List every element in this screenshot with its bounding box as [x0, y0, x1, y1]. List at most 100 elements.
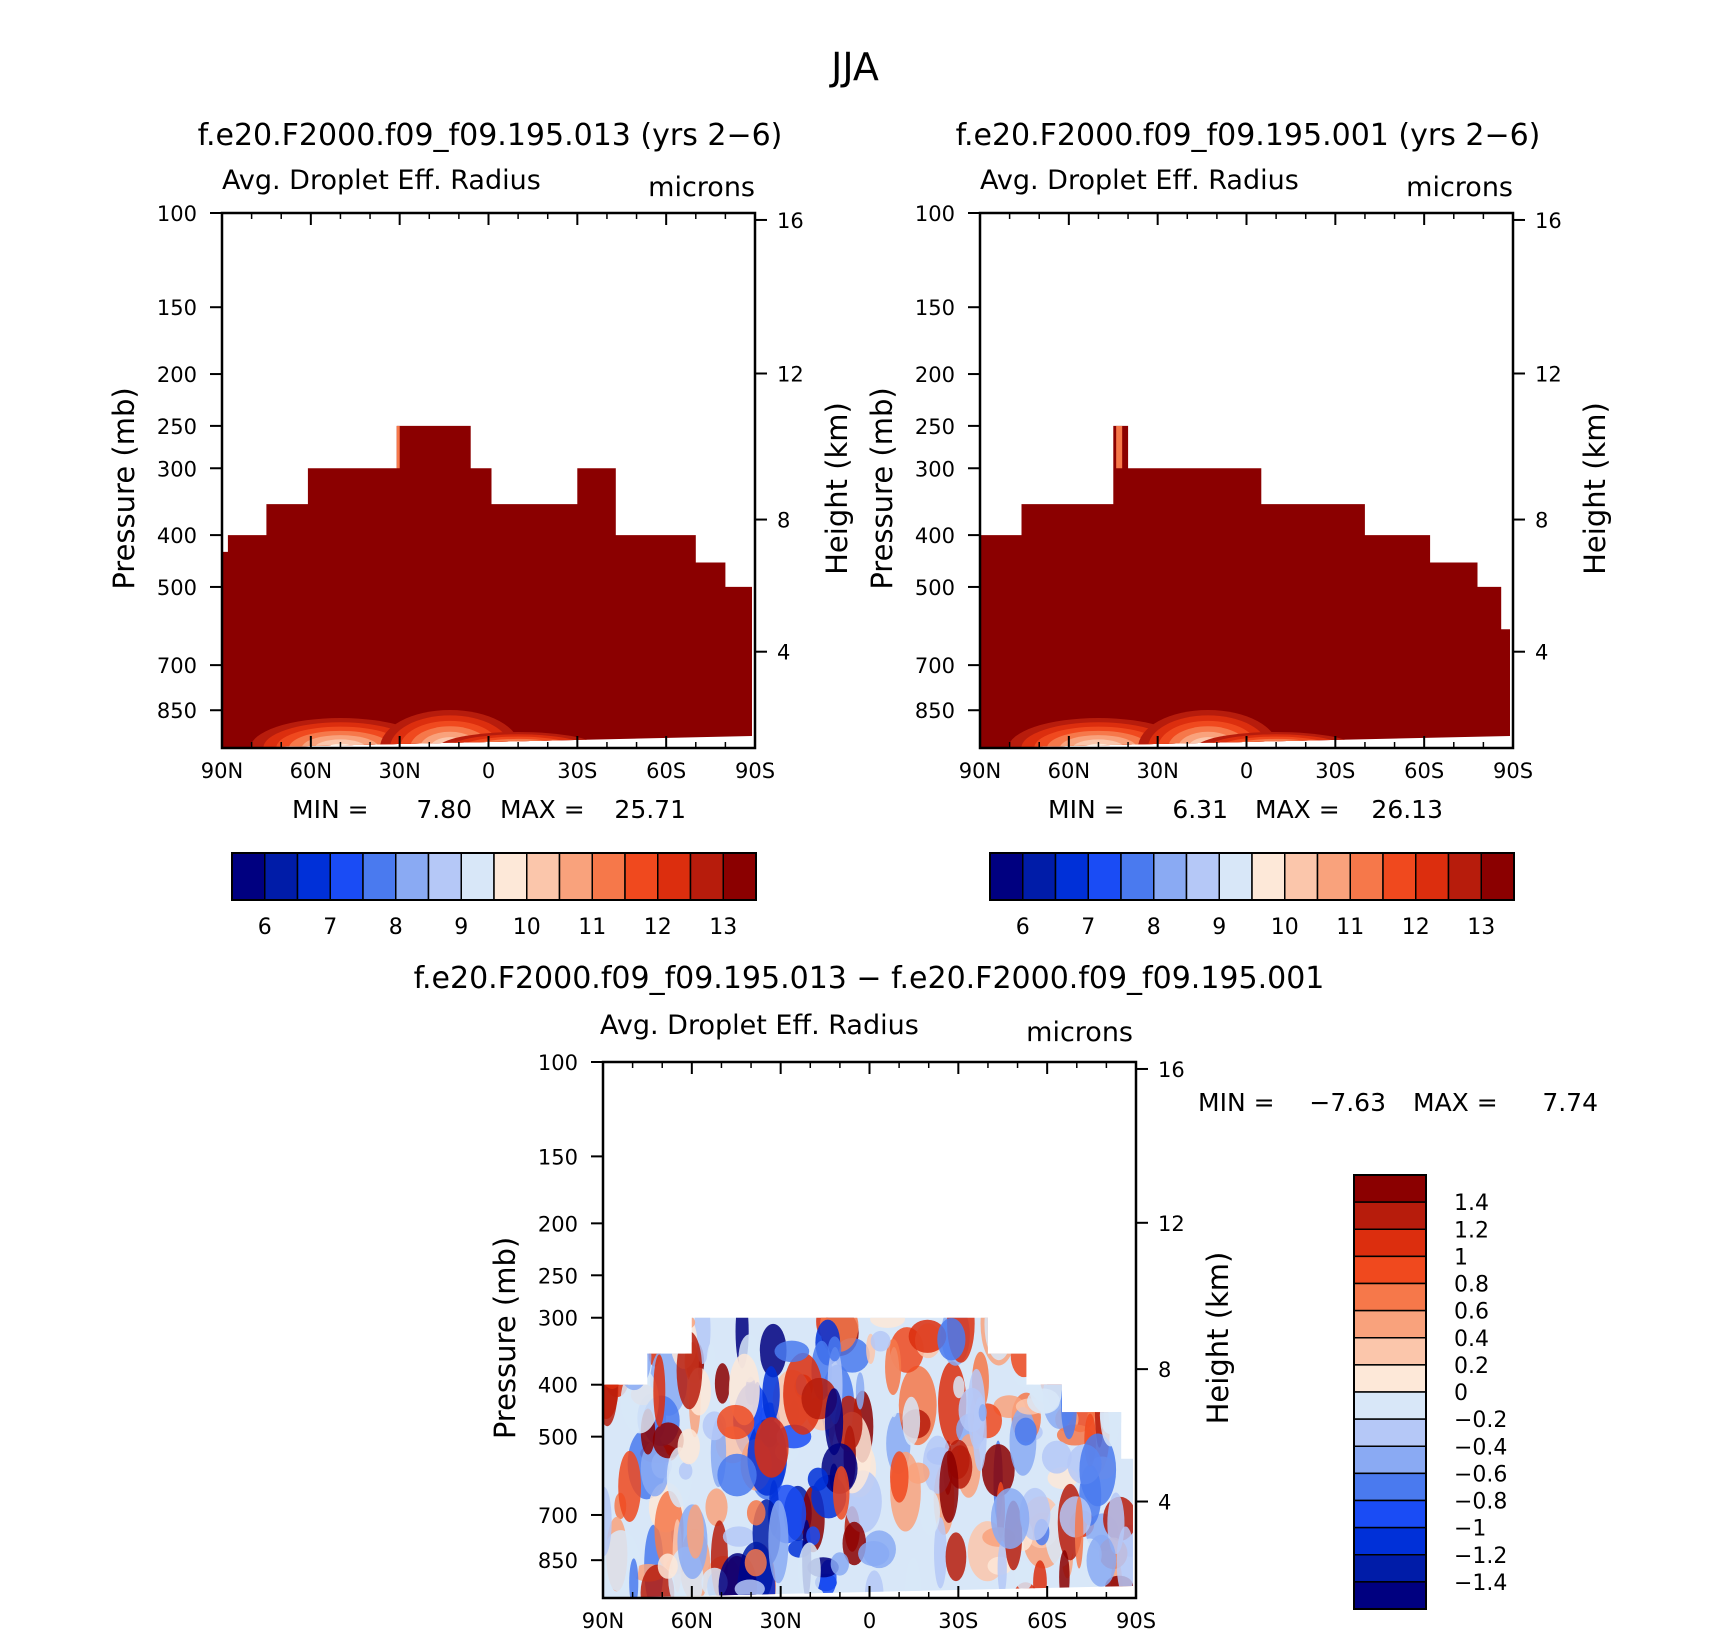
field-contour — [997, 1540, 1007, 1597]
field-contour — [807, 1467, 829, 1491]
field-contour — [1070, 1371, 1080, 1416]
colorbar-label: −1.4 — [1454, 1571, 1507, 1596]
field-contour — [832, 1466, 850, 1520]
field-contour — [677, 1428, 700, 1465]
colorbar-label: 11 — [1336, 915, 1364, 940]
field-contour — [686, 1504, 704, 1559]
colorbar-swatch — [1153, 852, 1188, 901]
x-tick-label: 0 — [482, 759, 495, 783]
colorbar-label: −1 — [1454, 1517, 1486, 1542]
colorbar-swatch — [1218, 852, 1253, 901]
colorbar-swatch — [689, 852, 724, 901]
colorbar-swatch — [1054, 852, 1089, 901]
field-contour — [762, 1366, 780, 1423]
field-contour — [1041, 1440, 1072, 1474]
colorbar-swatch — [1353, 1526, 1427, 1556]
field-contour — [1116, 1526, 1133, 1598]
field-contour — [657, 1553, 678, 1579]
panel-1-min-value: 7.80 — [416, 795, 472, 824]
y-axis-label: Pressure (mb) — [488, 1237, 522, 1439]
field-contour — [806, 1526, 821, 1546]
panel-3-variable: Avg. Droplet Eff. Radius — [600, 1010, 919, 1041]
x-tick-label: 60S — [646, 759, 686, 783]
y-tick-label: 500 — [915, 576, 955, 600]
y2-tick-label: 8 — [1535, 509, 1548, 533]
field-contour — [722, 1526, 755, 1547]
colorbar-label: 0.8 — [1454, 1273, 1489, 1298]
colorbar-swatch — [1353, 1201, 1427, 1230]
field-contour — [1059, 735, 1138, 748]
y-tick-label: 700 — [157, 654, 197, 678]
field-contour — [1061, 1371, 1077, 1440]
colorbar-swatch — [1353, 1499, 1427, 1529]
colorbar-label: −0.6 — [1454, 1462, 1507, 1487]
y-tick-label: 250 — [538, 1264, 578, 1288]
field-contour — [705, 1488, 728, 1527]
colorbar-label: 6 — [1016, 915, 1030, 940]
field-contour — [714, 1363, 731, 1404]
colorbar-swatch — [1120, 852, 1155, 901]
x-tick-label: 0 — [863, 1609, 876, 1633]
panel-2-plot: 90N 60N 30N 0 30S 60S 90S 100 150 200 250 300 400 500… — [865, 202, 1612, 783]
panel-1-max-value: 25.71 — [614, 795, 686, 824]
colorbar-swatch — [1353, 1554, 1427, 1583]
x-tick-label: 90S — [1493, 759, 1533, 783]
y-axis-label: Pressure (mb) — [865, 387, 899, 589]
y-tick-label: 100 — [915, 202, 955, 226]
field-contour — [1112, 1317, 1133, 1348]
field-contour — [1069, 1320, 1093, 1377]
panel-3-min-value: −7.63 — [1309, 1088, 1386, 1117]
colorbar-swatch — [1087, 852, 1122, 901]
y-tick-label: 250 — [157, 415, 197, 439]
colorbar-label: 11 — [578, 915, 606, 940]
y-tick-label: 400 — [157, 524, 197, 548]
field-contour — [774, 1340, 810, 1363]
field-contour — [1074, 1317, 1083, 1346]
colorbar-label: 12 — [1402, 915, 1430, 940]
panel-2-min-value: 6.31 — [1172, 795, 1228, 824]
y2-tick-label: 4 — [1158, 1491, 1171, 1515]
panel-3-title: f.e20.F2000.f09_f09.195.013 − f.e20.F200… — [414, 961, 1325, 996]
y-tick-label: 500 — [538, 1426, 578, 1450]
panel-3-max-value: 7.74 — [1542, 1088, 1598, 1117]
colorbar-swatch — [1382, 852, 1417, 901]
field-contour — [1092, 1354, 1121, 1403]
x-tick-label: 30N — [759, 1609, 801, 1633]
y-tick-label: 100 — [157, 202, 197, 226]
field-contour — [603, 1321, 628, 1389]
colorbar-swatch — [231, 852, 266, 901]
y-tick-label: 300 — [157, 457, 197, 481]
field-contour — [978, 1404, 987, 1422]
y-tick-label: 700 — [915, 654, 955, 678]
colorbar-swatch — [1353, 1391, 1427, 1420]
y2-tick-label: 16 — [1535, 209, 1562, 233]
field-spike — [1116, 425, 1123, 469]
colorbar-label: 8 — [1147, 915, 1161, 940]
field-contour — [744, 1549, 767, 1577]
colorbar-swatch — [1353, 1309, 1427, 1339]
y2-tick-label: 8 — [1158, 1358, 1171, 1382]
field-contour — [1099, 1335, 1124, 1414]
colorbar-swatch — [427, 852, 462, 901]
field-contour — [676, 1331, 703, 1410]
colorbar-swatch — [395, 852, 430, 901]
field-contour — [1099, 1317, 1129, 1388]
field-contour — [746, 1500, 766, 1526]
colorbar-swatch — [1022, 852, 1057, 901]
field-contour — [905, 1557, 922, 1598]
field-contour — [1099, 1396, 1123, 1435]
colorbar-label: 6 — [258, 915, 272, 940]
field-contour — [1014, 1561, 1034, 1591]
field-contour — [1074, 1496, 1084, 1569]
y-tick-label: 150 — [538, 1145, 578, 1169]
field-contour — [1086, 1534, 1117, 1587]
field-contour — [908, 1319, 947, 1353]
x-tick-label: 30S — [938, 1609, 978, 1633]
field-contour — [937, 1318, 966, 1361]
colorbar-swatch — [1316, 852, 1351, 901]
panel-2-colorbar: 6 7 8 9 10 11 12 13 — [989, 852, 1515, 940]
y-axis-label: Pressure (mb) — [107, 387, 141, 589]
x-tick-label: 60N — [671, 1609, 713, 1633]
field-contour — [830, 1552, 850, 1576]
field-contour — [607, 1335, 622, 1364]
